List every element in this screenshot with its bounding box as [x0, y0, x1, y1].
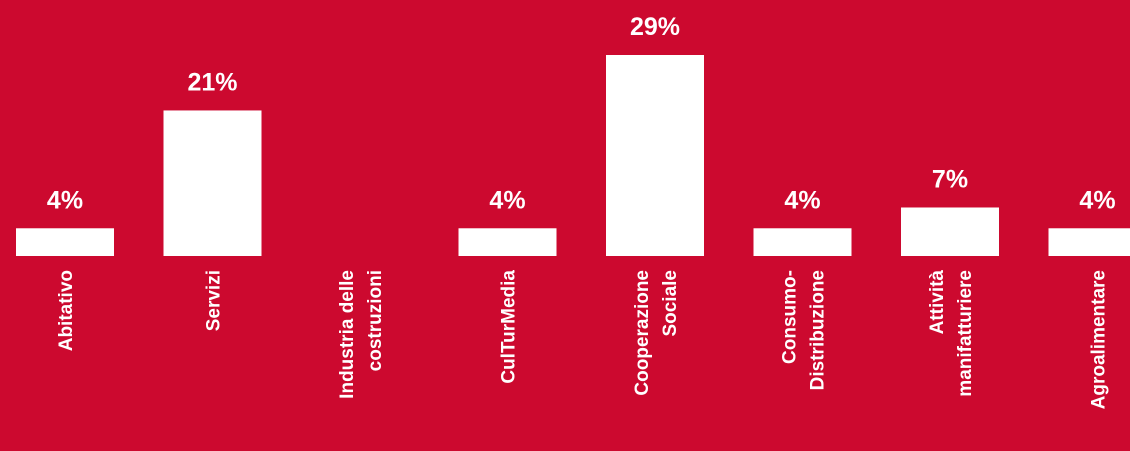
bar [458, 228, 557, 256]
bar-value-label: 4% [1079, 186, 1115, 214]
bar [1048, 228, 1130, 256]
bar [753, 228, 852, 256]
bar [901, 207, 999, 256]
value-labels-group: 4% 21% 4% 29% 4% 7% 4% [47, 13, 1116, 214]
category-label-line: Distribuzione [808, 270, 829, 390]
bar-value-label: 4% [784, 186, 820, 214]
category-label: Cooperazione Sociale [632, 270, 681, 396]
category-label-line: CulTurMedia [499, 270, 520, 384]
category-label-line: Agroalimentare [1089, 270, 1110, 409]
category-label-line: costruzioni [365, 270, 386, 371]
bar-value-label: 29% [630, 13, 680, 41]
category-label-line: Consumo- [780, 270, 801, 364]
category-label: Servizi [204, 270, 225, 331]
category-label-line: Attività [927, 270, 948, 335]
bar-value-label: 4% [489, 186, 525, 214]
category-label-line: Abitativo [56, 270, 77, 351]
category-label: Attività manifatturiere [927, 270, 976, 397]
category-labels-group: Abitativo Servizi Industria delle costruzio… [56, 270, 1110, 410]
category-label: CulTurMedia [499, 270, 520, 384]
bar [16, 228, 114, 256]
category-label-line: Sociale [660, 270, 681, 337]
category-label: Industria delle costruzioni [337, 270, 386, 399]
category-label-line: Servizi [204, 270, 225, 331]
bar [606, 55, 704, 256]
category-label: Abitativo [56, 270, 77, 351]
bar [163, 110, 262, 256]
category-label-line: Cooperazione [632, 270, 653, 396]
category-label: Agroalimentare [1089, 270, 1110, 409]
category-label-line: Industria delle [337, 270, 358, 399]
category-label-line: manifatturiere [955, 270, 976, 397]
bars-group [16, 55, 1130, 256]
bar-value-label: 7% [932, 165, 968, 193]
category-label: Consumo- Distribuzione [780, 270, 829, 390]
bar-value-label: 21% [187, 68, 237, 96]
bar-value-label: 4% [47, 186, 83, 214]
